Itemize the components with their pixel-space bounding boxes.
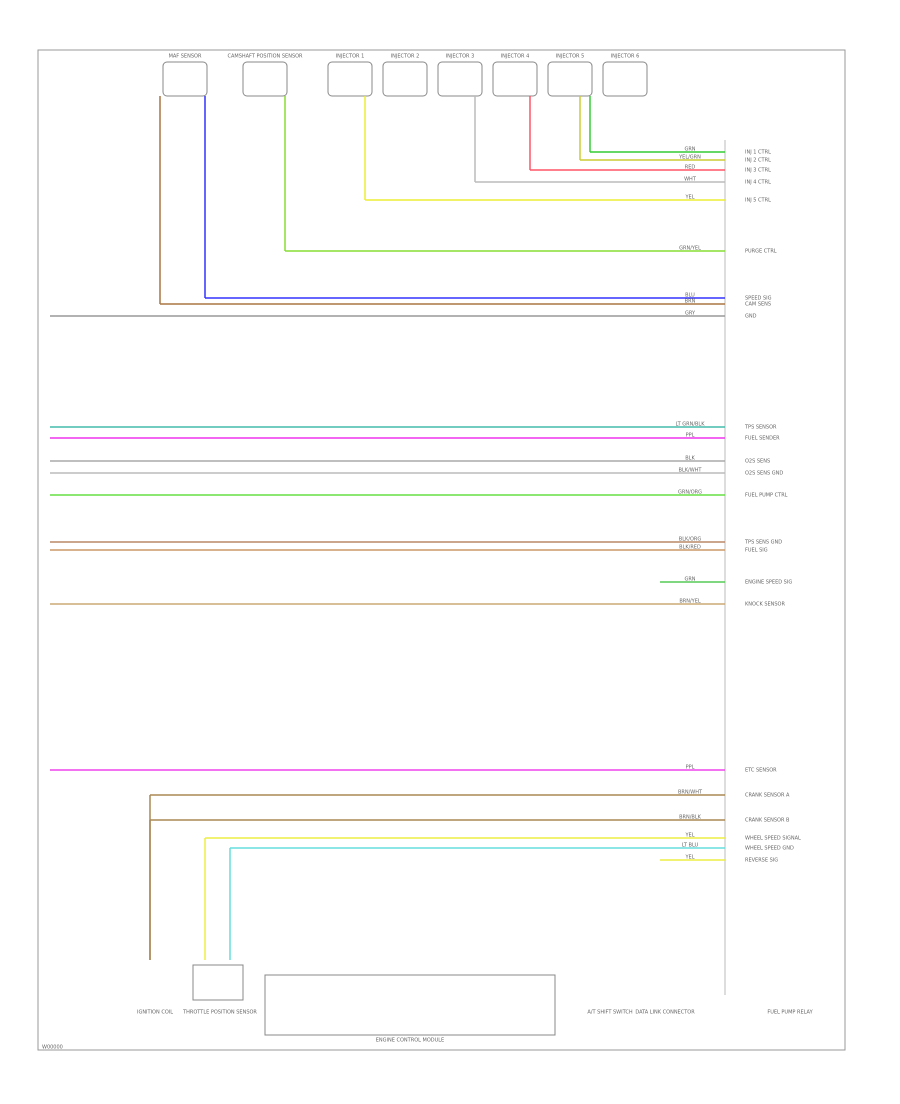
wire-code: PPL <box>686 433 695 439</box>
component-label: INJECTOR 2 <box>391 54 420 60</box>
wire-code: BRN/YEL <box>679 599 701 605</box>
pin-label: GND <box>745 314 757 320</box>
wire-code: BLU <box>685 293 695 299</box>
wire-code: LT BLU <box>682 843 699 849</box>
wire-code: GRN <box>684 577 695 583</box>
wire-code: RED <box>685 165 696 171</box>
component-box <box>192 964 244 1001</box>
pin-label: CAM SENS <box>745 302 771 308</box>
pin-label: KNOCK SENSOR <box>745 602 785 608</box>
wire-code: YEL <box>685 195 695 201</box>
wire-code: LT GRN/BLK <box>675 422 705 428</box>
component-label: INJECTOR 4 <box>501 54 530 60</box>
wire-code: BLK/WHT <box>679 468 703 474</box>
pin-label: INJ 3 CTRL <box>745 168 771 174</box>
component-label: INJECTOR 3 <box>446 54 475 60</box>
pin-label: SPEED SIG <box>745 296 772 302</box>
component-box <box>602 61 648 97</box>
component-label: INJECTOR 1 <box>336 54 365 60</box>
pin-label: INJ 4 CTRL <box>745 180 771 186</box>
pin-label: FUEL PUMP CTRL <box>745 493 788 499</box>
pin-label: FUEL SENDER <box>745 436 780 442</box>
component-label: FUEL PUMP RELAY <box>767 1010 813 1016</box>
pin-label: TPS SENSOR <box>744 425 777 431</box>
wire-code: BRN/BLK <box>679 815 702 821</box>
pin-label: O2S SENS <box>745 459 770 465</box>
component-box <box>492 61 538 97</box>
pin-label: REVERSE SIG <box>745 858 778 864</box>
wire-code: GRN/ORG <box>678 490 702 496</box>
pin-label: ENGINE SPEED SIG <box>745 580 792 586</box>
component-box <box>162 61 208 97</box>
pin-label: TPS SENS GND <box>744 540 782 546</box>
frame <box>37 49 846 1051</box>
component-box <box>327 61 373 97</box>
pin-label: PURGE CTRL <box>745 249 777 255</box>
pin-label: O2S SENS GND <box>745 471 783 477</box>
component-box <box>382 61 428 97</box>
component-label: THROTTLE POSITION SENSOR <box>182 1010 257 1016</box>
component-label: DATA LINK CONNECTOR <box>635 1010 695 1016</box>
pin-label: ETC SENSOR <box>745 768 777 774</box>
component-box <box>264 974 556 1036</box>
wire-code: GRY <box>685 311 696 317</box>
pin-label: INJ 1 CTRL <box>745 150 771 156</box>
component-box <box>547 61 593 97</box>
pin-label: INJ 5 CTRL <box>745 198 771 204</box>
component-box <box>242 61 288 97</box>
wire-code: YEL/GRN <box>678 155 701 161</box>
pin-label: FUEL SIG <box>745 548 768 554</box>
component-label: MAF SENSOR <box>169 54 202 60</box>
pin-label: CRANK SENSOR A <box>745 793 790 799</box>
wire-code: YEL <box>685 833 695 839</box>
component-label: ENGINE CONTROL MODULE <box>376 1038 444 1044</box>
wire-code: WHT <box>684 177 697 183</box>
component-label: A/T SHIFT SWITCH <box>587 1010 632 1016</box>
wire-code: GRN/YEL <box>679 246 701 252</box>
wire-code: BLK <box>685 456 695 462</box>
pin-label: WHEEL SPEED GND <box>745 846 794 852</box>
wire-code: BLK/ORG <box>679 537 702 543</box>
pin-label: INJ 2 CTRL <box>745 158 771 164</box>
wire-code: YEL <box>685 855 695 861</box>
wire-code: PPL <box>686 765 695 771</box>
pin-label: WHEEL SPEED SIGNAL <box>745 836 801 842</box>
component-label: INJECTOR 5 <box>556 54 585 60</box>
wire-code: BRN/WHT <box>678 790 703 796</box>
wire-code: BLK/RED <box>679 545 701 551</box>
pin-label: CRANK SENSOR B <box>745 818 790 824</box>
component-label: INJECTOR 6 <box>611 54 640 60</box>
component-label: IGNITION COIL <box>137 1010 173 1016</box>
footer: W00000 <box>42 1045 63 1051</box>
wire-code: GRN <box>684 147 695 153</box>
component-box <box>437 61 483 97</box>
component-label: CAMSHAFT POSITION SENSOR <box>227 54 303 60</box>
wire-code: BRN <box>685 299 696 305</box>
